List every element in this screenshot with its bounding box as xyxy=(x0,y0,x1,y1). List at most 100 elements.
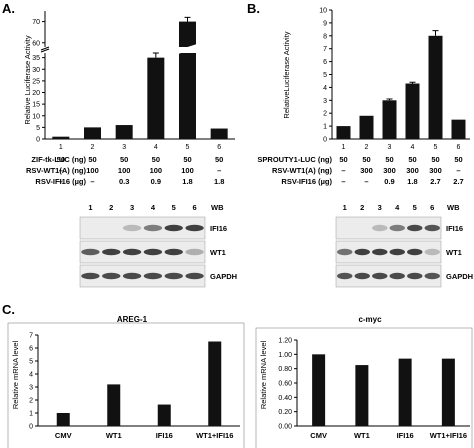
panel-b-condition-value: 50 xyxy=(362,155,370,164)
panel-b-category-label: 6 xyxy=(457,144,461,151)
panel-b-condition-value: 300 xyxy=(429,166,442,175)
panel-b-condition-value: 0.9 xyxy=(384,177,394,186)
panel-a-blot-band xyxy=(122,224,142,232)
panel-a-category-label: 2 xyxy=(91,144,95,151)
panel-a-ytick-label: 25 xyxy=(32,78,40,85)
panel-b-blot-band-label: IFI16 xyxy=(446,224,463,233)
panel-b-blot-band xyxy=(389,272,405,280)
panel-a-category-label: 1 xyxy=(59,144,63,151)
panel-c-areg-title: AREG-1 xyxy=(117,315,148,324)
panel-a-blot-strip xyxy=(79,240,206,264)
panel-a-blot-header: WB xyxy=(211,203,224,212)
panel-a-condition-value: – xyxy=(90,177,94,186)
panel-c-cmyc-ytick-label: 1.00 xyxy=(278,352,292,359)
panel-c-letter: C. xyxy=(2,302,15,317)
panel-b-blot-band xyxy=(337,248,353,256)
panel-a-condition-value: 1.8 xyxy=(182,177,192,186)
panel-a-category-label: 5 xyxy=(186,144,190,151)
panel-c-areg-ytick-label: 0 xyxy=(29,424,33,431)
panel-c-areg-category-label: WT1 xyxy=(106,431,122,440)
panel-b-ytick-label: 7 xyxy=(323,46,327,53)
panel-b-bar xyxy=(336,126,351,139)
panel-b-ytick-label: 9 xyxy=(323,20,327,27)
panel-b-bar xyxy=(428,35,443,139)
panel-a-blot-band xyxy=(185,272,204,280)
panel-c-cmyc-category-label: IFI16 xyxy=(397,431,414,440)
panel-c-cmyc-ytick-label: 1.20 xyxy=(278,338,292,345)
panel-a-bar-lower xyxy=(179,53,196,139)
panel-b-blot-band xyxy=(337,272,353,280)
panel-c-cmyc-ytick-label: 0.80 xyxy=(278,366,292,373)
panel-c-areg-ytick-label: 5 xyxy=(29,359,33,366)
panel-a-bar xyxy=(84,127,101,139)
panel-c-areg-frame xyxy=(7,322,245,448)
panel-a-blot-band xyxy=(185,248,204,256)
panel-a-ytick-label: 35 xyxy=(32,55,40,62)
panel-b-ytick-label: 3 xyxy=(323,98,327,105)
panel-c-cmyc-ytick-label: 0.40 xyxy=(278,395,292,402)
panel-c-areg-ylabel: Relative mRNA level xyxy=(11,340,20,409)
panel-c-cmyc-bar xyxy=(441,358,455,426)
panel-b-condition-value: 300 xyxy=(383,166,396,175)
panel-b-condition-value: 50 xyxy=(385,155,393,164)
panel-b-bar xyxy=(405,83,420,139)
panel-b-condition-label: SPROUTY1-LUC (ng) xyxy=(257,155,332,164)
panel-a-condition-label: RSV-IFI16 (µg) xyxy=(35,177,86,186)
panel-b-blot-band xyxy=(407,224,423,232)
panel-a-category-label: 4 xyxy=(154,144,158,151)
panel-a-bar xyxy=(115,125,133,139)
panel-a-blot-band xyxy=(164,248,183,256)
panel-b-blot-band xyxy=(424,272,440,280)
panel-a-blot-band xyxy=(143,248,163,256)
panel-b-condition-value: 300 xyxy=(360,166,373,175)
panel-b-condition-value: – xyxy=(341,177,345,186)
panel-a-blot-lane-label: 1 xyxy=(88,203,92,212)
panel-a-chart: Relative Luciferase Activity 05101520253… xyxy=(23,11,235,151)
panel-a-ytick-label: 0 xyxy=(36,137,40,144)
panel-a-blot-band xyxy=(102,272,121,280)
panel-a-blot-band-label: GAPDH xyxy=(210,272,237,281)
panel-a-blot-lane-label: 6 xyxy=(192,203,196,212)
panel-a-condition-value: 100 xyxy=(118,166,131,175)
panel-b-condition-value: 2.7 xyxy=(430,177,440,186)
panel-b-blot-strip xyxy=(335,240,442,264)
panel-b-blot-band-label: GAPDH xyxy=(446,272,473,281)
panel-a-blot-strip xyxy=(79,264,206,288)
panel-c-cmyc-bar xyxy=(398,358,412,426)
panel-b-condition-value: – xyxy=(364,177,368,186)
panel-c-areg-ytick-label: 3 xyxy=(29,385,33,392)
panel-b-blot-lane-label: 4 xyxy=(395,203,400,212)
panel-b-ytick-label: 8 xyxy=(323,33,327,40)
panel-c-areg-bar xyxy=(157,404,171,426)
panel-b-condition-label: RSV-WT1(A) (ng) xyxy=(272,166,332,175)
panel-b-bar xyxy=(359,115,374,139)
panel-c-areg-chart: AREG-1 Relative mRNA level 0 1 2 3 4 5 6 7 CMV WT… xyxy=(7,315,245,448)
panel-a-condition-value: 0.9 xyxy=(151,177,161,186)
panel-b-blot-band xyxy=(354,272,370,280)
panel-a-condition-value: 0.3 xyxy=(119,177,129,186)
panel-a-blot-lane-label: 5 xyxy=(172,203,176,212)
panel-b-blot: 1 2 3 4 5 6 WB IFI16 WT1 GAPDH xyxy=(335,203,473,288)
panel-c-cmyc-title: c-myc xyxy=(358,315,382,324)
panel-c-cmyc-ytick-label: 0.20 xyxy=(278,409,292,416)
panel-c-cmyc-category-label: WT1+IFI16 xyxy=(430,431,467,440)
panel-a-blot-band-label: WT1 xyxy=(210,248,226,257)
panel-b-condition-value: 300 xyxy=(406,166,419,175)
panel-a-ytick-label: 15 xyxy=(32,102,40,109)
panel-b-blot-lane-label: 3 xyxy=(378,203,382,212)
panel-b-blot-lane-label: 2 xyxy=(360,203,364,212)
panel-c-cmyc-bar xyxy=(312,354,326,426)
panel-c-cmyc-ytick-label: 0.60 xyxy=(278,381,292,388)
panel-a-condition-value: 50 xyxy=(215,155,223,164)
panel-a-blot-band xyxy=(143,272,163,280)
panel-a-ytick-label: 30 xyxy=(32,67,40,74)
panel-c-areg-bar xyxy=(56,413,70,426)
panel-b-letter: B. xyxy=(247,1,260,16)
panel-c-areg-bar xyxy=(107,384,121,426)
panel-a-blot-lane-label: 4 xyxy=(151,203,156,212)
panel-a-condition-label: RSV-WT1(A) (ng) xyxy=(26,166,86,175)
panel-a-blot-lane-label: 3 xyxy=(130,203,134,212)
panel-b-blot-band xyxy=(372,248,388,256)
panel-c-areg-ytick-label: 2 xyxy=(29,398,33,405)
